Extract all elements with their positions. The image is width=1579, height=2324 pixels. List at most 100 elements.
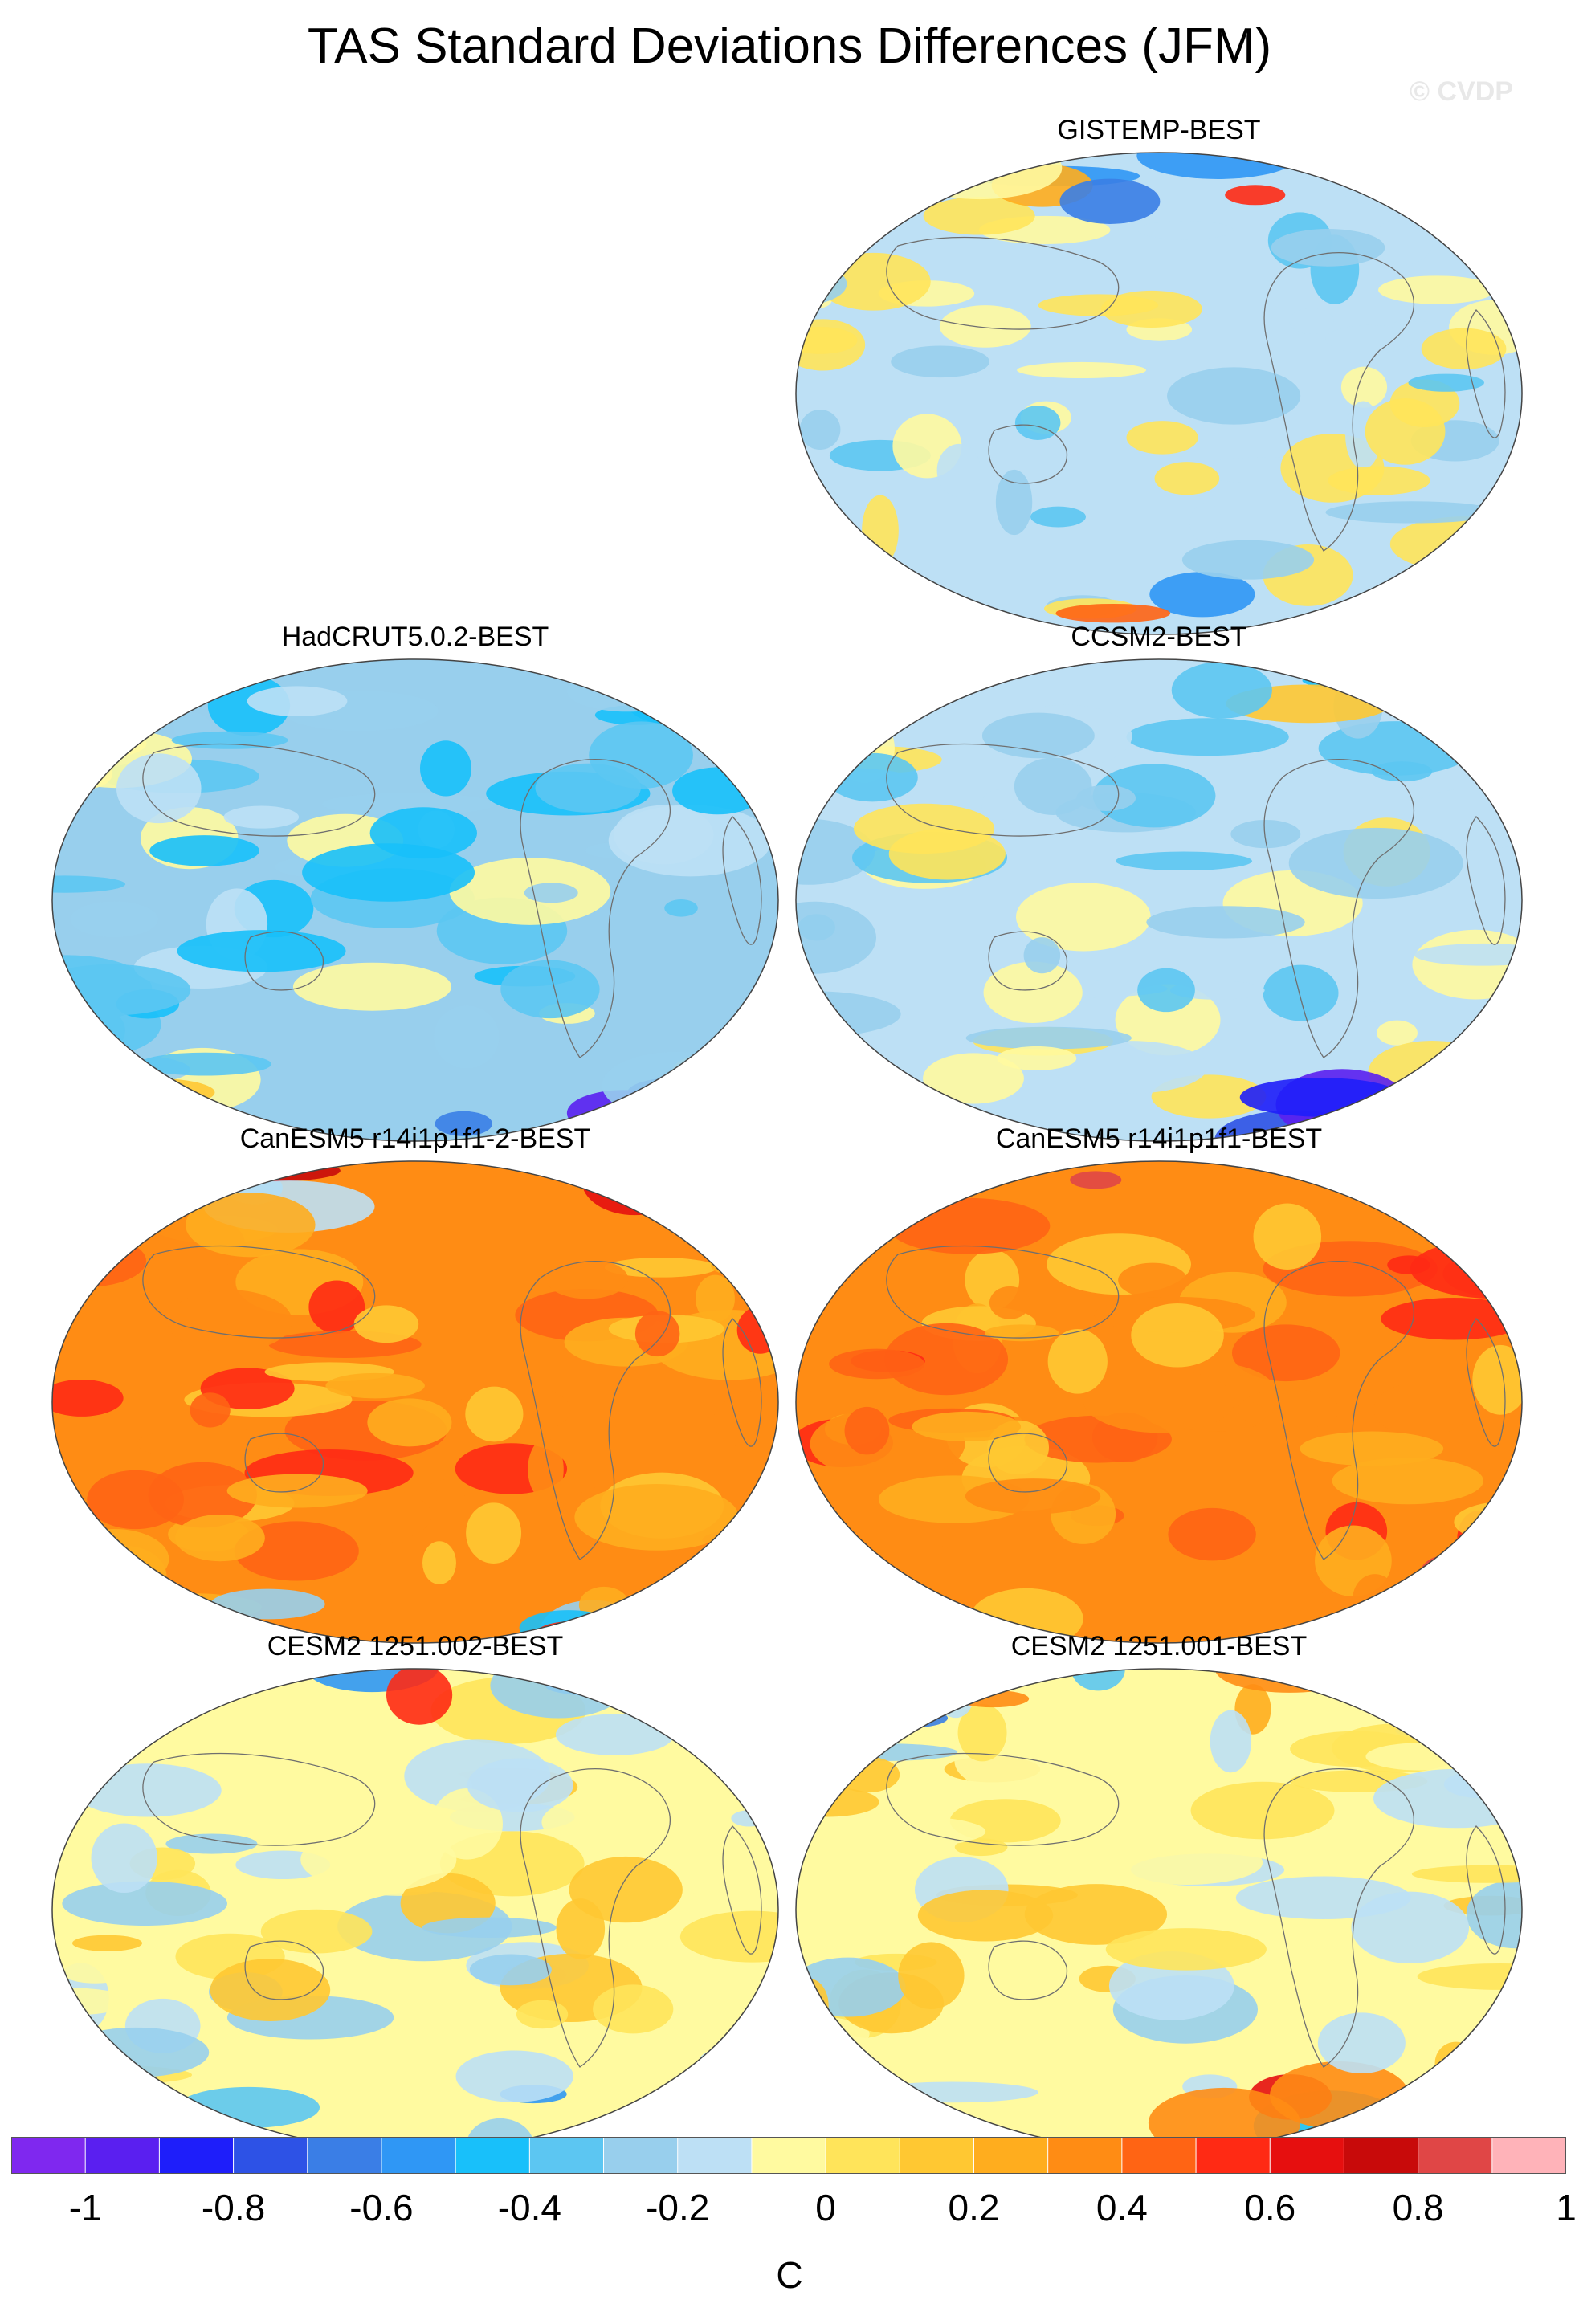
anomaly-blob (177, 2086, 320, 2128)
anomaly-blob (1332, 1457, 1484, 1505)
coastline (244, 931, 324, 991)
anomaly-blob (121, 1086, 169, 1124)
globe-outline (795, 152, 1523, 635)
anomaly-blob (1351, 1891, 1470, 1964)
anomaly-blob (1263, 964, 1339, 1021)
anomaly-blob (954, 1838, 1008, 1857)
coastline (142, 1752, 376, 1846)
anomaly-blob (1483, 693, 1520, 716)
anomaly-blob (853, 803, 995, 854)
anomaly-blob (52, 2067, 115, 2099)
colorbar-tick-label: -0.8 (201, 2187, 266, 2228)
colorbar-swatch (1121, 2137, 1198, 2174)
anomaly-blob (165, 1833, 258, 1854)
coastline (142, 743, 376, 837)
anomaly-blob (419, 740, 471, 797)
panel-title: HadCRUT5.0.2-BEST (281, 622, 549, 652)
coastline (886, 236, 1120, 330)
anomaly-blob (1421, 328, 1507, 369)
coastline (244, 1433, 324, 1493)
anomaly-blob (105, 2068, 154, 2132)
coastline (722, 816, 762, 945)
anomaly-blob (627, 1161, 778, 1175)
anomaly-blob (87, 1470, 184, 1530)
colorbar-swatch (84, 2137, 161, 2174)
anomaly-blob (226, 1474, 368, 1508)
anomaly-blob (891, 345, 989, 378)
anomaly-blob (175, 1514, 265, 1562)
anomaly-blob (604, 1258, 717, 1278)
anomaly-blob (1167, 367, 1301, 425)
anomaly-blob (984, 1324, 1059, 1342)
anomaly-blob (528, 1438, 564, 1500)
anomaly-blob (1047, 1329, 1108, 1394)
anomaly-blob (116, 753, 202, 824)
anomaly-blob (719, 701, 778, 723)
anomaly-blob (957, 1703, 1007, 1762)
colorbar-swatch (825, 2137, 901, 2174)
anomaly-blob (1230, 819, 1301, 849)
anomaly-blob (1392, 317, 1430, 340)
map-panel-hadcrut: HadCRUT5.0.2-BEST (50, 621, 781, 1144)
panel-title: CESM2 1251.001-BEST (1010, 1631, 1308, 1661)
anomaly-blob (1422, 1685, 1511, 1746)
panel-title: CCSM2-BEST (1071, 622, 1247, 652)
colorbar-swatch (1343, 2137, 1419, 2174)
anomaly-blob (1448, 582, 1522, 601)
anomaly-blob (923, 1053, 1024, 1104)
anomaly-blob (467, 1758, 573, 1812)
colorbar-swatch (1047, 2137, 1123, 2174)
panel-title: CanESM5 r14i1p1f1-2-BEST (239, 1123, 591, 1154)
colorbar-swatch (11, 2137, 87, 2174)
anomaly-blob (1239, 1078, 1403, 1117)
anomaly-blob (434, 1005, 500, 1069)
anomaly-blob (1392, 1669, 1445, 1690)
anomaly-blob (1225, 185, 1286, 206)
anomaly-blob (1255, 1915, 1321, 1947)
anomaly-blob (574, 1483, 739, 1551)
anomaly-blob (1373, 218, 1433, 266)
coastline (1263, 252, 1414, 552)
anomaly-blob (52, 672, 78, 722)
globe-outline (795, 658, 1523, 1142)
anomaly-blob (292, 962, 452, 1011)
colorbar-swatch (973, 2137, 1049, 2174)
anomaly-blob (679, 1910, 778, 1963)
map-panel-ccsm2: CCSM2-BEST (794, 621, 1524, 1144)
colorbar-tick-label: 0.8 (1392, 2187, 1444, 2228)
anomaly-blob (589, 721, 693, 789)
coastline (1263, 1261, 1414, 1560)
anomaly-blob (1454, 1671, 1502, 1689)
anomaly-blob (1384, 571, 1522, 596)
anomaly-blob (819, 2044, 868, 2094)
anomaly-blob (923, 197, 1035, 235)
anomaly-blob (1052, 1041, 1208, 1094)
anomaly-blob (200, 1161, 341, 1182)
anomaly-blob (1415, 1556, 1467, 1619)
anomaly-blob (917, 1890, 1054, 1942)
anomaly-blob (1126, 718, 1289, 756)
anomaly-blob (936, 443, 981, 497)
anomaly-blob (796, 1957, 906, 2017)
anomaly-blob (52, 1379, 124, 1417)
anomaly-blob (1416, 178, 1522, 234)
anomaly-blob (1408, 373, 1484, 392)
anomaly-blob (171, 731, 288, 749)
anomaly-blob (62, 1881, 227, 1926)
anomaly-blob (813, 1815, 986, 1848)
anomaly-blob (167, 1290, 292, 1352)
anomaly-blob (435, 1111, 492, 1136)
anomaly-blob (1055, 603, 1171, 623)
map-panel-canesm5: CanESM5 r14i1p1f1-BEST (794, 1123, 1524, 1646)
anomaly-blob (1154, 462, 1220, 495)
anomaly-blob (186, 1193, 316, 1258)
anomaly-blob (1015, 883, 1151, 952)
anomaly-blob (1238, 1388, 1340, 1431)
anomaly-blob (223, 805, 300, 829)
anomaly-blob (1116, 851, 1253, 870)
anomaly-blob (857, 1161, 898, 1219)
anomaly-blob (1300, 1431, 1444, 1466)
anomaly-blob (981, 789, 1014, 821)
anomaly-blob (260, 1909, 373, 1954)
anomaly-blob (422, 1541, 456, 1584)
